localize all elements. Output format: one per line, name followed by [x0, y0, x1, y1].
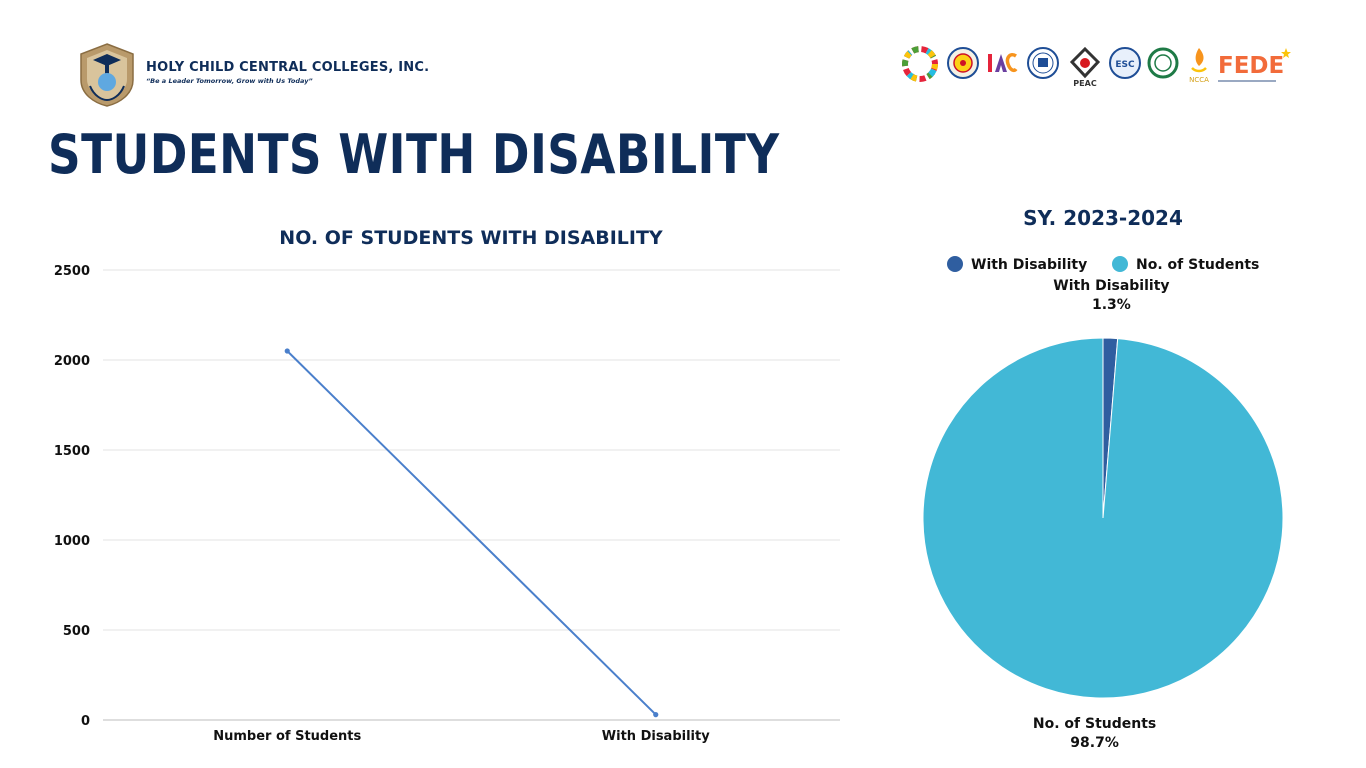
- seal-icon: [947, 47, 979, 79]
- series-line: [286, 350, 657, 716]
- fede-label: FEDE: [1218, 53, 1284, 79]
- slice-label: With Disability: [1053, 278, 1169, 294]
- legend-label: No. of Students: [1136, 257, 1259, 273]
- page-title: STUDENTS WITH DISABILITY: [48, 123, 780, 186]
- peac-icon: PEAC: [1069, 46, 1101, 88]
- line-chart-title: NO. OF STUDENTS WITH DISABILITY: [279, 227, 663, 249]
- y-tick-label: 1500: [54, 444, 90, 459]
- pie-chart-title: SY. 2023-2024: [1023, 206, 1183, 230]
- esc-icon: ESC: [1109, 47, 1141, 79]
- x-tick-label: Number of Students: [213, 729, 361, 744]
- y-tick-label: 500: [63, 624, 90, 639]
- deped-seal-icon: [1027, 47, 1059, 79]
- y-tick-label: 2000: [54, 354, 90, 369]
- legend-label: With Disability: [971, 257, 1087, 273]
- legend-swatch: [1112, 256, 1128, 272]
- data-point: [653, 712, 659, 718]
- y-tick-label: 1000: [54, 534, 90, 549]
- fede-icon: FEDE: [1218, 48, 1291, 82]
- x-tick-label: With Disability: [602, 729, 710, 744]
- ncca-icon: NCCA: [1189, 48, 1209, 84]
- pie-legend: With Disability No. of Students: [947, 256, 1259, 273]
- school-header: HOLY CHILD CENTRAL COLLEGES, INC. “Be a …: [78, 42, 478, 112]
- ncca-label: NCCA: [1189, 76, 1209, 84]
- peac-label: PEAC: [1073, 79, 1097, 88]
- partner-logos: PEAC ESC NCCA FEDE: [900, 46, 1292, 90]
- esc-label: ESC: [1115, 60, 1135, 70]
- iac-icon: [988, 52, 1018, 73]
- y-tick-label: 0: [81, 714, 90, 729]
- slice-label: No. of Students: [1033, 716, 1156, 732]
- slice-percent-label: 98.7%: [1070, 735, 1119, 751]
- org-name: HOLY CHILD CENTRAL COLLEGES, INC.: [146, 60, 430, 75]
- pie-slice: [922, 337, 1284, 699]
- data-point: [284, 348, 290, 354]
- accreditation-icon: [1147, 47, 1179, 79]
- y-tick-label: 2500: [54, 264, 90, 279]
- school-logo-icon: [80, 43, 134, 107]
- sdg-icon: [902, 46, 938, 82]
- slice-percent-label: 1.3%: [1092, 297, 1131, 313]
- legend-swatch: [947, 256, 963, 272]
- line-chart: NO. OF STUDENTS WITH DISABILITY 0 500 1000…: [54, 227, 840, 744]
- org-tagline: “Be a Leader Tomorrow, Grow with Us Toda…: [146, 77, 313, 85]
- pie-chart: SY. 2023-2024 With Disability No. of Stud…: [922, 206, 1284, 751]
